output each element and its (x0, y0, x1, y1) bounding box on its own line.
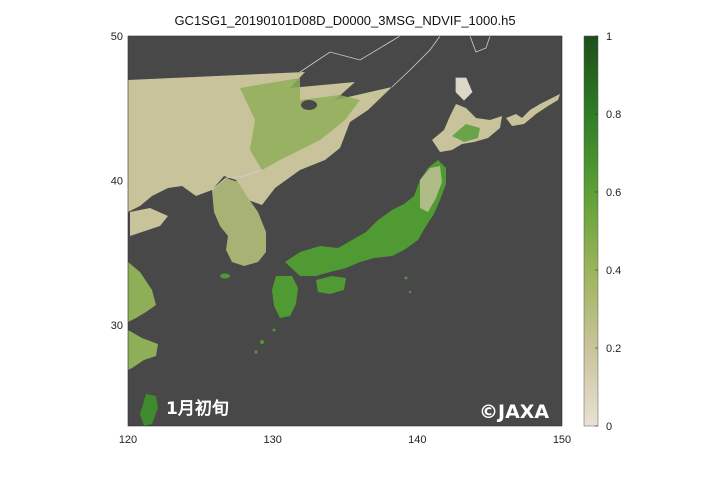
x-tick-label: 130 (263, 434, 281, 446)
map-frame (127, 35, 563, 427)
izu-island (408, 290, 412, 294)
land-masses (128, 72, 560, 426)
okhotsk-coast-line (469, 35, 491, 53)
colorbar-tick-label: 0.4 (606, 265, 621, 277)
jaxa-credit: ©JAXA (479, 401, 549, 423)
y-tick-label: 50 (111, 31, 123, 43)
y-tick-label: 30 (111, 320, 123, 332)
izu-island (404, 276, 408, 280)
korea-border-line (211, 169, 263, 191)
taiwan-land (140, 394, 158, 426)
x-tick-label: 120 (119, 434, 137, 446)
figure-title: GC1SG1_20190101D08D_D0000_3MSG_NDVIF_100… (174, 13, 516, 28)
hokkaido-vegetation (452, 124, 480, 142)
colorbar-ticks: 0 0.2 0.4 0.6 0.8 1 (595, 31, 621, 433)
ryukyu-island (260, 340, 264, 344)
jeju-island (220, 273, 230, 279)
tohoku-snow (420, 166, 442, 212)
korea-land (212, 178, 266, 266)
kuril-islands (506, 94, 560, 126)
shikoku-land (316, 276, 346, 294)
sakhalin-outline (455, 77, 473, 101)
borders (211, 35, 491, 191)
china-south-coast (128, 262, 156, 322)
period-label: 1月初旬 (166, 398, 229, 419)
colorbar (583, 35, 599, 427)
russia-china-border (299, 35, 401, 73)
x-tick-label: 140 (408, 434, 426, 446)
colorbar-tick-label: 0.6 (606, 187, 621, 199)
lake (301, 100, 317, 110)
mainland-vegetation (240, 78, 360, 170)
colorbar-tick-label: 1 (606, 31, 612, 43)
y-tick-label: 40 (111, 175, 123, 187)
honshu-land (285, 160, 446, 276)
colorbar-tick-label: 0.8 (606, 109, 621, 121)
shandong-land (130, 208, 168, 236)
colorbar-tick-label: 0 (606, 421, 612, 433)
ryukyu-island (272, 328, 276, 332)
ryukyu-island (254, 350, 258, 354)
russia-coast-line (391, 35, 441, 88)
fujian-coast (128, 330, 158, 370)
kyushu-land (272, 276, 298, 318)
axis-ticks: 120 130 140 150 30 40 50 (111, 31, 571, 446)
colorbar-tick-label: 0.2 (606, 343, 621, 355)
x-tick-label: 150 (553, 434, 571, 446)
